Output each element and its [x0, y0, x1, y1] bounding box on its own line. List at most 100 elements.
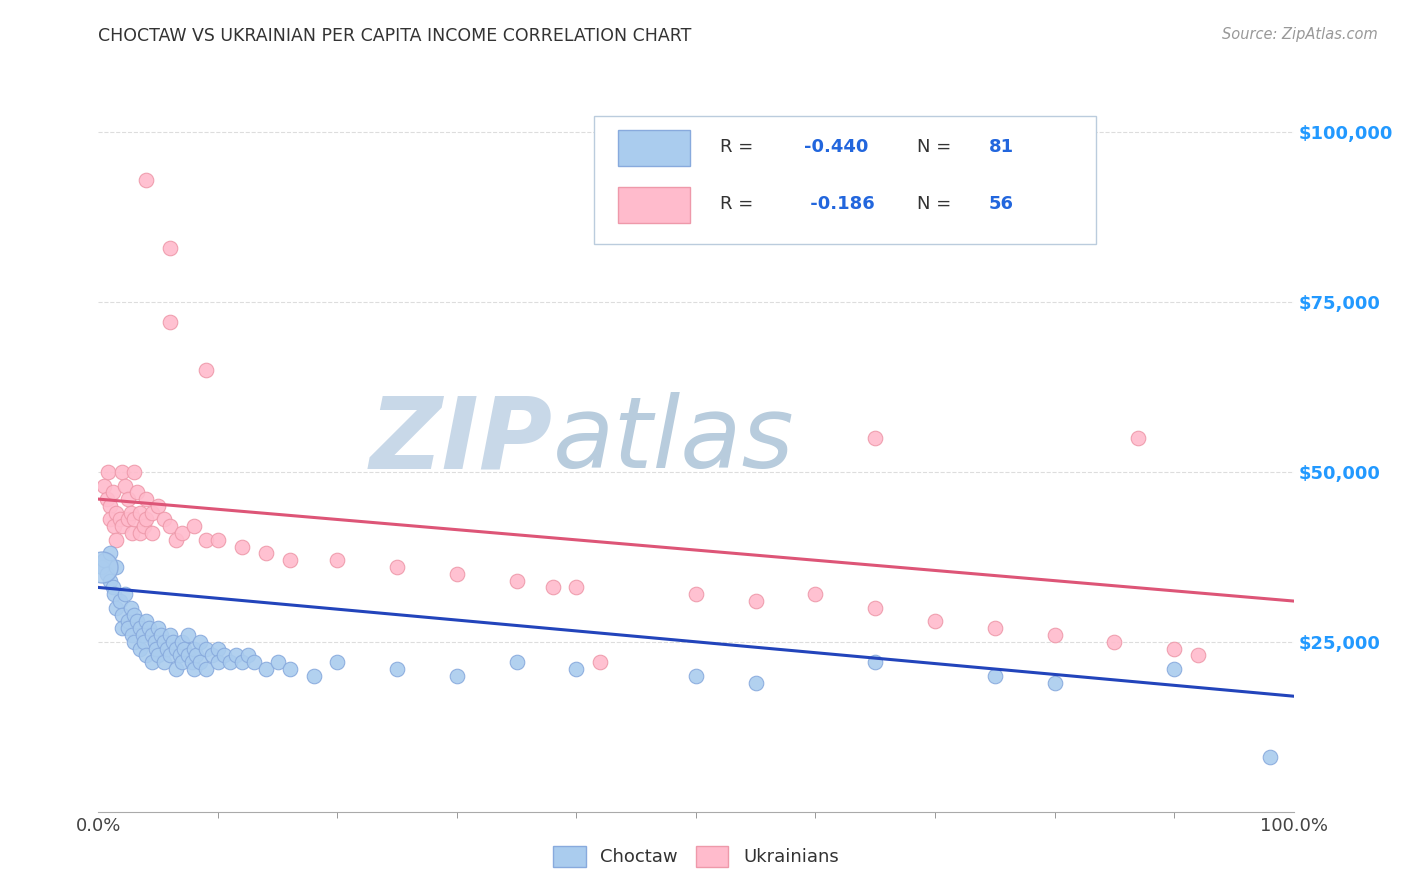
Point [225, 648, 247, 663]
Text: CHOCTAW VS UKRAINIAN PER CAPITA INCOME CORRELATION CHART: CHOCTAW VS UKRAINIAN PER CAPITA INCOME C… [98, 27, 692, 45]
Point [153, 635, 176, 649]
Point [155, 641, 177, 656]
Point [141, 506, 163, 520]
Point [98, 546, 122, 560]
Point [984, 621, 1007, 635]
Point [326, 655, 349, 669]
Point [114, 587, 136, 601]
Point [243, 655, 266, 669]
FancyBboxPatch shape [619, 187, 690, 223]
Point [326, 553, 349, 567]
Point [1043, 628, 1066, 642]
Point [132, 635, 155, 649]
Point [254, 546, 277, 560]
Point [159, 628, 181, 642]
Point [91, 560, 114, 574]
Point [863, 431, 887, 445]
Point [1043, 675, 1066, 690]
Point [1163, 662, 1185, 676]
Point [98, 499, 122, 513]
Point [541, 581, 564, 595]
Point [145, 641, 167, 656]
Point [103, 519, 125, 533]
Point [111, 607, 134, 622]
Point [97, 465, 120, 479]
Point [159, 648, 181, 663]
Point [93, 478, 115, 492]
Point [165, 662, 187, 676]
Point [446, 566, 468, 581]
Point [186, 648, 208, 663]
Point [125, 615, 148, 629]
Point [120, 600, 142, 615]
Point [117, 615, 139, 629]
Point [188, 635, 211, 649]
Point [117, 492, 139, 507]
Point [506, 655, 529, 669]
Point [169, 648, 191, 663]
Point [103, 587, 125, 601]
Point [863, 655, 887, 669]
Point [105, 533, 128, 547]
Point [129, 641, 152, 656]
Point [121, 526, 143, 541]
Point [207, 655, 229, 669]
Point [180, 655, 202, 669]
Point [1128, 431, 1150, 445]
Point [1187, 648, 1209, 663]
Point [183, 662, 205, 676]
Point [96, 566, 118, 581]
Point [159, 519, 181, 533]
Point [172, 635, 194, 649]
FancyBboxPatch shape [595, 116, 1097, 244]
Point [236, 648, 259, 663]
Text: R =: R = [720, 137, 759, 155]
Point [114, 478, 136, 492]
Point [153, 655, 176, 669]
Point [172, 526, 194, 541]
Point [385, 560, 409, 574]
Point [101, 485, 124, 500]
Point [124, 512, 146, 526]
Text: Source: ZipAtlas.com: Source: ZipAtlas.com [1222, 27, 1378, 42]
Point [194, 363, 218, 377]
Point [804, 587, 827, 601]
Point [1258, 750, 1281, 764]
Point [219, 655, 242, 669]
Text: 56: 56 [988, 194, 1014, 212]
Point [385, 662, 409, 676]
Point [111, 519, 134, 533]
Point [141, 655, 163, 669]
Point [96, 492, 118, 507]
Point [254, 662, 277, 676]
Point [589, 655, 612, 669]
Point [207, 641, 229, 656]
Point [125, 485, 148, 500]
Point [131, 628, 153, 642]
Point [135, 172, 157, 186]
Point [120, 506, 142, 520]
Point [173, 641, 195, 656]
Point [165, 641, 187, 656]
Point [446, 669, 468, 683]
Point [162, 635, 184, 649]
Point [231, 540, 253, 554]
Point [267, 655, 290, 669]
Point [1163, 641, 1185, 656]
Point [984, 669, 1007, 683]
Point [129, 621, 152, 635]
Point [194, 641, 218, 656]
Point [105, 560, 128, 574]
Point [98, 512, 122, 526]
Point [745, 675, 768, 690]
Point [117, 512, 139, 526]
Point [565, 662, 588, 676]
Point [141, 526, 163, 541]
Point [93, 553, 115, 567]
Text: N =: N = [917, 137, 957, 155]
Point [108, 512, 131, 526]
Point [135, 615, 157, 629]
Point [135, 512, 157, 526]
Point [124, 635, 146, 649]
Point [135, 648, 157, 663]
